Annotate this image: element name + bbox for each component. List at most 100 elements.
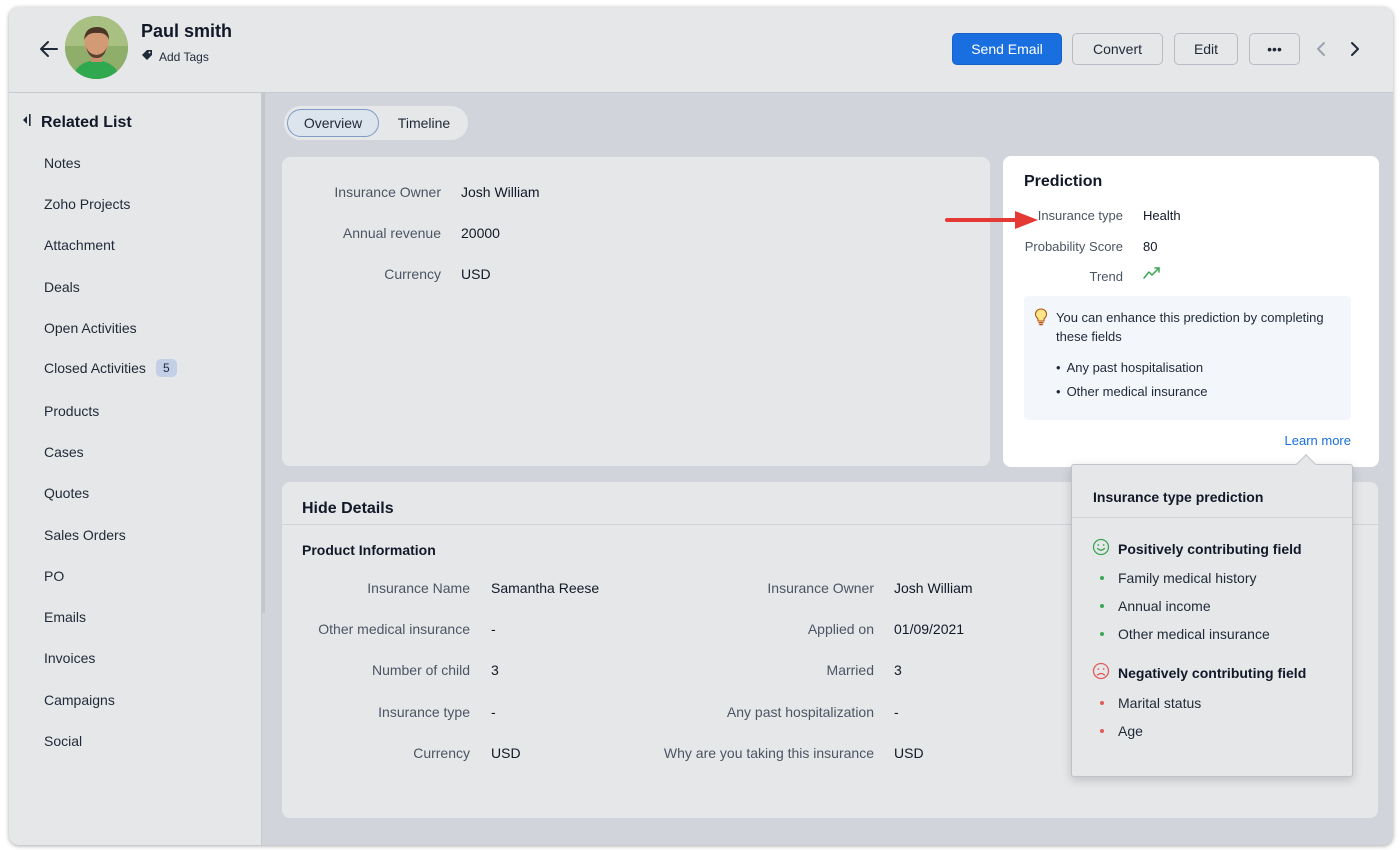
hide-details-toggle[interactable]: Hide Details bbox=[302, 500, 394, 517]
negative-field-item: Marital status bbox=[1100, 695, 1201, 711]
lightbulb-icon bbox=[1034, 308, 1048, 331]
sidebar-item-label: Open Activities bbox=[44, 320, 137, 336]
record-header: Paul smith Add Tags Send Email Convert E… bbox=[9, 7, 1393, 93]
field-value[interactable]: Josh William bbox=[894, 580, 973, 596]
insurance-type-value: Health bbox=[1143, 208, 1181, 223]
related-list-title: Related List bbox=[41, 113, 132, 131]
enhance-field-label: Any past hospitalisation bbox=[1066, 360, 1204, 375]
sidebar-item-quotes[interactable]: Quotes bbox=[44, 485, 89, 501]
prediction-card: Prediction Insurance type Health Probabi… bbox=[1003, 156, 1379, 467]
sidebar-item-label: Deals bbox=[44, 279, 80, 295]
positive-heading: Positively contributing field bbox=[1092, 538, 1302, 559]
enhance-prediction-box: You can enhance this prediction by compl… bbox=[1024, 296, 1351, 420]
positive-field-label: Annual income bbox=[1118, 598, 1211, 614]
collapse-sidebar-icon[interactable] bbox=[21, 113, 31, 132]
count-badge: 5 bbox=[155, 359, 177, 377]
send-email-button[interactable]: Send Email bbox=[952, 33, 1062, 65]
back-arrow-icon[interactable] bbox=[37, 37, 61, 61]
view-tabs: Overview Timeline bbox=[284, 106, 468, 140]
related-list-sidebar: Related List Notes Zoho Projects Attachm… bbox=[9, 93, 262, 845]
probability-score-label: Probability Score bbox=[1024, 239, 1123, 254]
contact-name: Paul smith bbox=[141, 21, 233, 41]
related-list-header[interactable]: Related List bbox=[21, 113, 132, 132]
sidebar-scrollbar[interactable] bbox=[262, 93, 265, 613]
avatar[interactable] bbox=[65, 16, 128, 79]
sidebar-item-label: Notes bbox=[44, 155, 81, 171]
field-value[interactable]: 20000 bbox=[461, 225, 500, 241]
prediction-title: Prediction bbox=[1024, 173, 1103, 190]
more-actions-button[interactable]: ••• bbox=[1249, 33, 1300, 65]
frown-icon bbox=[1092, 662, 1110, 683]
field-value[interactable]: - bbox=[491, 621, 496, 637]
overview-card: Insurance Owner Josh William Annual reve… bbox=[282, 157, 990, 466]
next-record-icon[interactable] bbox=[1345, 39, 1365, 59]
field-label: Why are you taking this insurance bbox=[663, 745, 874, 761]
sidebar-item-social[interactable]: Social bbox=[44, 733, 82, 749]
field-label: Any past hospitalization bbox=[726, 704, 874, 720]
trend-up-icon bbox=[1143, 266, 1161, 283]
sidebar-item-po[interactable]: PO bbox=[44, 568, 64, 584]
field-label: Currency bbox=[413, 745, 470, 761]
negative-heading-label: Negatively contributing field bbox=[1118, 664, 1307, 681]
add-tags-link[interactable]: Add Tags bbox=[141, 49, 209, 64]
field-label: Number of child bbox=[371, 662, 470, 678]
sidebar-item-label: Social bbox=[44, 733, 83, 749]
enhance-field-item: • Other medical insurance bbox=[1056, 384, 1208, 399]
positive-field-item: Family medical history bbox=[1100, 570, 1256, 586]
sidebar-item-label: Emails bbox=[44, 609, 87, 625]
field-value[interactable]: USD bbox=[894, 745, 924, 761]
enhance-field-item: • Any past hospitalisation bbox=[1056, 360, 1204, 375]
field-label: Applied on bbox=[807, 621, 874, 637]
negative-field-label: Marital status bbox=[1118, 695, 1202, 711]
annotation-arrow-icon bbox=[945, 210, 1039, 230]
negative-heading: Negatively contributing field bbox=[1092, 662, 1306, 683]
field-value[interactable]: USD bbox=[461, 266, 491, 282]
sidebar-item-emails[interactable]: Emails bbox=[44, 609, 86, 625]
field-label: Annual revenue bbox=[342, 225, 441, 241]
sidebar-item-sales-orders[interactable]: Sales Orders bbox=[44, 527, 126, 543]
field-value[interactable]: Josh William bbox=[461, 184, 540, 200]
field-value[interactable]: - bbox=[491, 704, 496, 720]
convert-button[interactable]: Convert bbox=[1072, 33, 1163, 65]
sidebar-item-notes[interactable]: Notes bbox=[44, 155, 81, 171]
tab-overview[interactable]: Overview bbox=[287, 109, 379, 137]
positive-heading-label: Positively contributing field bbox=[1118, 540, 1302, 557]
learn-more-link[interactable]: Learn more bbox=[1284, 433, 1351, 448]
field-value[interactable]: USD bbox=[491, 745, 521, 761]
field-label: Married bbox=[826, 662, 874, 678]
sidebar-item-deals[interactable]: Deals bbox=[44, 279, 80, 295]
sidebar-item-cases[interactable]: Cases bbox=[44, 444, 84, 460]
tab-timeline[interactable]: Timeline bbox=[397, 115, 451, 131]
app-window: Paul smith Add Tags Send Email Convert E… bbox=[9, 7, 1393, 845]
sidebar-item-label: Closed Activities bbox=[44, 360, 146, 376]
field-value[interactable]: 3 bbox=[491, 662, 499, 678]
sidebar-item-products[interactable]: Products bbox=[44, 403, 99, 419]
field-value[interactable]: - bbox=[894, 704, 899, 720]
field-value[interactable]: Samantha Reese bbox=[491, 580, 600, 596]
field-label: Insurance Owner bbox=[767, 580, 874, 596]
previous-record-icon[interactable] bbox=[1311, 39, 1331, 59]
sidebar-item-zoho-projects[interactable]: Zoho Projects bbox=[44, 196, 130, 212]
trend-label: Trend bbox=[1089, 269, 1123, 284]
edit-button[interactable]: Edit bbox=[1174, 33, 1238, 65]
sidebar-item-label: Products bbox=[44, 403, 100, 419]
field-value[interactable]: 3 bbox=[894, 662, 902, 678]
tag-icon bbox=[141, 49, 153, 64]
smile-icon bbox=[1092, 538, 1110, 559]
sidebar-item-invoices[interactable]: Invoices bbox=[44, 650, 95, 666]
field-label: Other medical insurance bbox=[318, 621, 470, 637]
sidebar-item-attachment[interactable]: Attachment bbox=[44, 237, 115, 253]
negative-field-label: Age bbox=[1118, 723, 1143, 739]
field-label: Insurance type bbox=[378, 704, 470, 720]
divider bbox=[1072, 517, 1352, 518]
sidebar-item-open-activities[interactable]: Open Activities bbox=[44, 320, 137, 336]
field-label: Insurance Owner bbox=[334, 184, 441, 200]
field-value[interactable]: 01/09/2021 bbox=[894, 621, 965, 637]
enhance-field-label: Other medical insurance bbox=[1066, 384, 1208, 399]
divider bbox=[282, 524, 1378, 525]
sidebar-item-label: PO bbox=[44, 568, 65, 584]
sidebar-item-campaigns[interactable]: Campaigns bbox=[44, 692, 115, 708]
positive-field-label: Family medical history bbox=[1118, 570, 1257, 586]
sidebar-item-label: Sales Orders bbox=[44, 527, 126, 543]
sidebar-item-closed-activities[interactable]: Closed Activities 5 bbox=[44, 359, 177, 377]
